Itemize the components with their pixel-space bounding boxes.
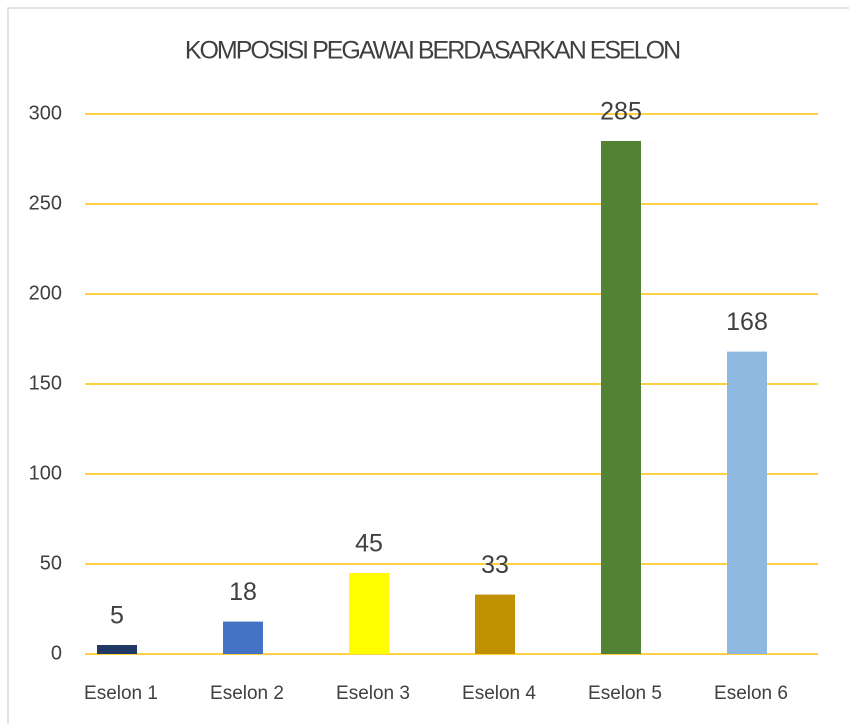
y-tick-label: 250 [29, 192, 62, 214]
bar [601, 141, 641, 654]
x-tick-label: Eselon 3 [336, 683, 410, 704]
x-tick-label: Eselon 6 [714, 683, 788, 704]
value-label: 168 [726, 308, 768, 336]
y-tick-label: 50 [40, 552, 62, 574]
y-tick-label: 200 [29, 282, 62, 304]
x-tick-label: Eselon 5 [588, 683, 662, 704]
bar [475, 594, 515, 654]
value-label: 18 [229, 578, 257, 606]
y-tick-label: 150 [29, 372, 62, 394]
value-label: 45 [355, 530, 383, 558]
x-tick-label: Eselon 2 [210, 683, 284, 704]
bar [223, 621, 263, 654]
y-tick-label: 300 [29, 102, 62, 124]
y-tick-label: 0 [51, 642, 62, 664]
y-tick-label: 100 [29, 462, 62, 484]
x-tick-label: Eselon 4 [462, 683, 536, 704]
value-label: 33 [481, 551, 509, 579]
bar [97, 645, 137, 654]
chart-frame [7, 7, 849, 724]
bar [349, 573, 389, 654]
chart-title: KOMPOSISI PEGAWAI BERDASARKAN ESELON [185, 37, 680, 65]
x-tick-label: Eselon 1 [84, 683, 158, 704]
value-label: 285 [600, 98, 642, 126]
bar [727, 351, 767, 654]
value-label: 5 [110, 602, 124, 630]
